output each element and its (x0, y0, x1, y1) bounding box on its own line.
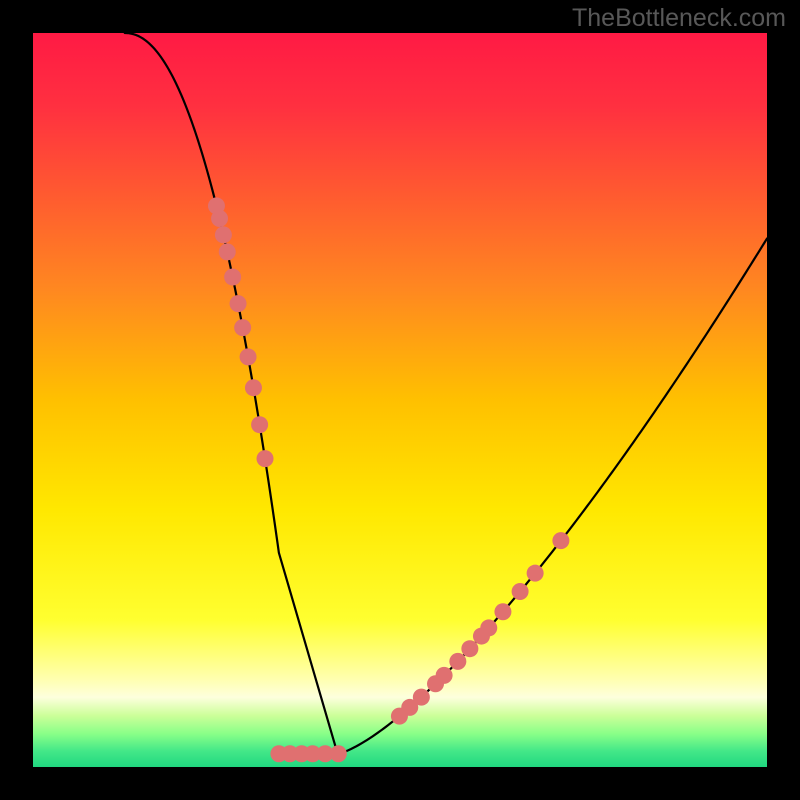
chart-svg (0, 0, 800, 800)
marker-dot (215, 226, 232, 243)
marker-dot (234, 319, 251, 336)
marker-dot (413, 689, 430, 706)
marker-dot (552, 532, 569, 549)
marker-dot (527, 565, 544, 582)
marker-dot (224, 269, 241, 286)
marker-dot (211, 210, 228, 227)
marker-dot (245, 379, 262, 396)
plot-area (33, 33, 767, 767)
marker-dot (251, 416, 268, 433)
marker-dot (512, 583, 529, 600)
marker-dot (240, 348, 257, 365)
marker-dot (461, 640, 478, 657)
marker-dot (330, 745, 347, 762)
marker-dot (449, 653, 466, 670)
marker-dot (494, 603, 511, 620)
watermark-label: TheBottleneck.com (572, 4, 786, 33)
marker-dot (257, 450, 274, 467)
marker-dot (219, 243, 236, 260)
marker-dot (480, 619, 497, 636)
chart-canvas: TheBottleneck.com (0, 0, 800, 800)
marker-dot (230, 295, 247, 312)
marker-dot (436, 667, 453, 684)
gradient-background (33, 33, 767, 767)
